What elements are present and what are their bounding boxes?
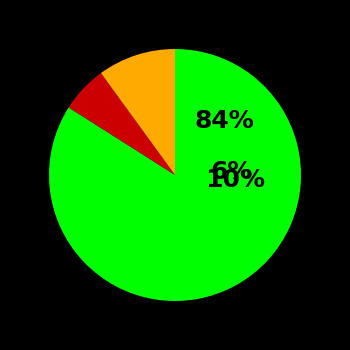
Text: 6%: 6% [210, 160, 253, 184]
Text: 84%: 84% [194, 109, 254, 133]
Wedge shape [101, 49, 175, 175]
Wedge shape [49, 49, 301, 301]
Text: 10%: 10% [205, 168, 265, 192]
Wedge shape [69, 73, 175, 175]
